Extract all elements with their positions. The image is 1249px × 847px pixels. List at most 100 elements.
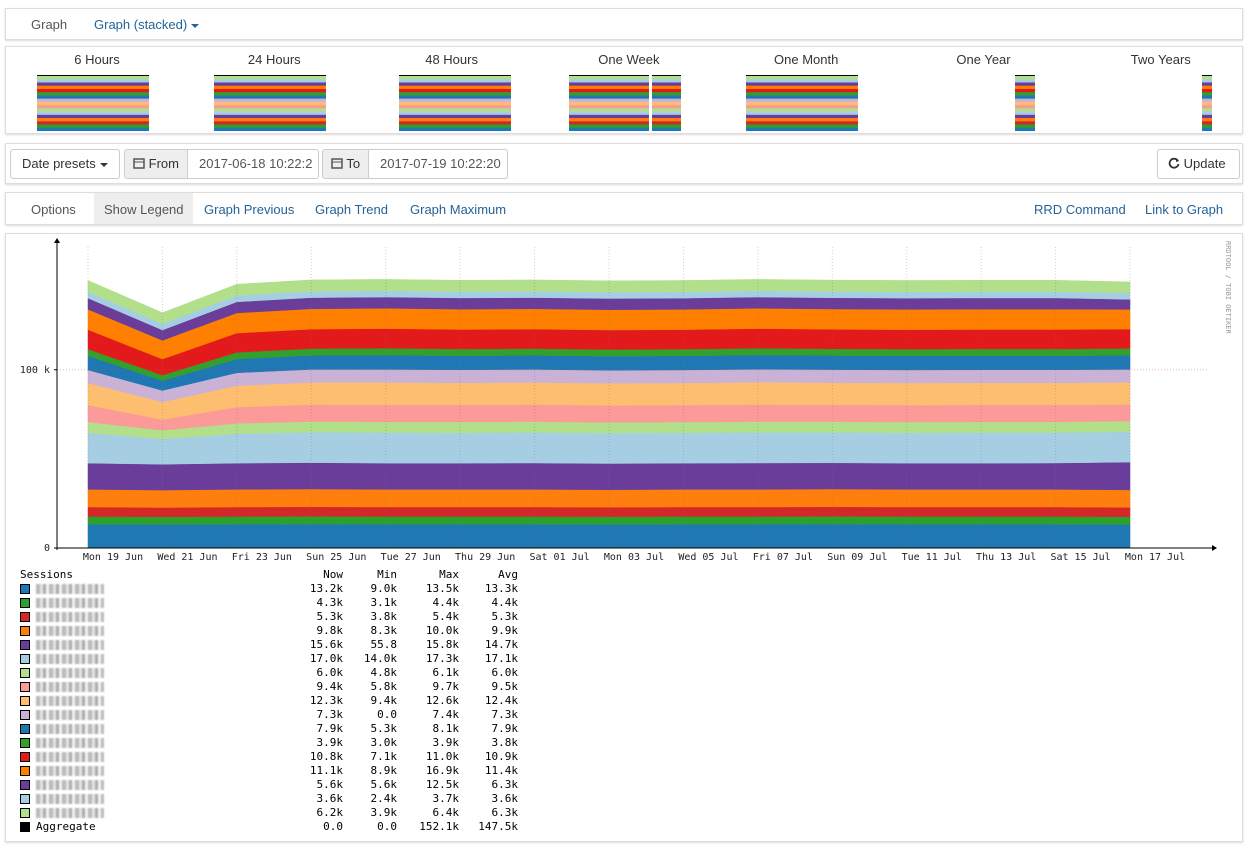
legend-cell: 13.3k [484, 582, 518, 595]
thumbnail-stripe [37, 118, 149, 122]
legend-cell: 12.3k [309, 694, 343, 707]
legend-cell: 147.5k [478, 820, 518, 833]
legend-cell: 3.6k [316, 792, 344, 805]
thumbnail-stripe [569, 118, 681, 122]
thumbnail-stripe [569, 111, 681, 116]
thumbnail-stripe [1202, 105, 1212, 109]
stacked-area [87, 279, 1131, 325]
thumbnail-stripe [37, 79, 149, 83]
legend-cell: 11.4k [484, 764, 518, 777]
thumbnail-stripe [569, 76, 681, 80]
legend-cell: 7.9k [491, 722, 519, 735]
legend-cell: 6.3k [491, 778, 519, 791]
x-tick-label: Sat 15 Jul [1050, 552, 1110, 563]
legend-cell: 8.9k [370, 764, 398, 777]
thumbnail-stripe [37, 98, 149, 103]
thumbnail-panel: 6 Hours 24 Hours 48 Hours One Week One Month… [5, 46, 1243, 134]
thumbnail-stripe [399, 82, 511, 87]
thumbnail-image [569, 74, 681, 131]
legend-cell: 5.6k [370, 778, 398, 791]
legend-cell: 12.6k [425, 694, 459, 707]
thumbnail-stripe [1015, 101, 1035, 106]
thumbnail-stripe [1015, 95, 1035, 100]
legend-cell: 15.8k [425, 638, 459, 651]
thumbnail-stripe [37, 82, 149, 87]
legend-cell: 3.8k [491, 736, 519, 749]
thumbnail-stripe [214, 111, 326, 116]
legend-cell: 8.1k [432, 722, 460, 735]
legend-cell: 0.0 [377, 708, 397, 721]
caret [99, 162, 108, 167]
thumbnail-stripe [746, 92, 858, 96]
legend-swatch [20, 640, 30, 650]
dropdown-label: Graph (stacked) [94, 17, 188, 32]
x-tick-label: Sun 09 Jul [827, 552, 887, 563]
graph-trend[interactable]: Graph Trend [315, 202, 388, 217]
thumbnail-stripe [37, 95, 149, 100]
legend-cell: 10.0k [425, 624, 459, 637]
legend-cell: 7.9k [316, 722, 344, 735]
thumbnail-stripe [1202, 92, 1212, 96]
date-presets-button[interactable]: Date presets [10, 149, 120, 179]
to-input[interactable]: 2017-07-19 10:22:20 [369, 149, 508, 179]
legend-cell: 6.4k [432, 806, 460, 819]
legend-cell: 5.4k [432, 610, 460, 623]
link-to-graph[interactable]: Link to Graph [1145, 202, 1224, 217]
legend-row: 9.4k 5.8k 9.7k 9.5k [0, 680, 600, 694]
thumbnail-stripe [214, 105, 326, 109]
legend-cell: 6.0k [491, 666, 519, 679]
legend-cell: 9.0k [370, 582, 398, 595]
thumbnail-stripe [569, 88, 681, 93]
update-button[interactable]: Update [1157, 149, 1240, 179]
legend-swatch [20, 738, 30, 748]
legend-row: 3.9k 3.0k 3.9k 3.8k [0, 736, 600, 750]
legend-cell: 152.1k [419, 820, 459, 833]
legend-swatch [20, 626, 30, 636]
legend-cell: 9.4k [370, 694, 398, 707]
redacted-name [36, 598, 104, 608]
show-legend[interactable]: Show Legend [104, 202, 184, 217]
stacked-area [87, 488, 1131, 508]
legend-cell: 4.4k [491, 596, 519, 609]
rrd-command[interactable]: RRD Command [1034, 202, 1126, 217]
caret [191, 23, 200, 28]
thumbnail-image [1202, 75, 1212, 131]
legend-swatch [20, 696, 30, 706]
thumbnail-stripe [746, 121, 858, 126]
legend-cell: 10.8k [309, 750, 343, 763]
graph-maximum[interactable]: Graph Maximum [410, 202, 507, 217]
thumbnail-stripe [746, 127, 858, 131]
graph-type-dropdown[interactable]: Graph (stacked) [94, 17, 200, 32]
thumbnail-stripe [399, 98, 511, 103]
legend-swatch [20, 612, 30, 622]
thumbnail-stripe [569, 101, 681, 106]
chart: Mon 19 Jun Wed 21 Jun Fri 23 Jun Sun 25 Jun… [20, 238, 1232, 563]
thumbnail-stripe [214, 101, 326, 106]
thumbnail-stripe [1202, 98, 1212, 103]
thumbnail-stripe [746, 124, 858, 129]
legend-header: Sessions Now Min Max Avg [0, 568, 600, 582]
thumbnail-stripe [1015, 114, 1035, 119]
legend-cell: 6.3k [491, 806, 519, 819]
legend-cell: 6.2k [316, 806, 344, 819]
legend-row: 7.9k 5.3k 8.1k 7.9k [0, 722, 600, 736]
thumbnail-stripe [569, 108, 681, 113]
thumbnail-stripe [214, 118, 326, 122]
thumbnail-stripe [214, 95, 326, 100]
x-tick-label: Thu 13 Jul [976, 552, 1036, 563]
legend-swatch [20, 808, 30, 818]
thumbnail-stripe [746, 79, 858, 83]
thumbnail-stripe [1015, 79, 1035, 83]
redacted-name [36, 612, 104, 622]
refresh-icon [1168, 157, 1180, 169]
thumbnail-stripe [399, 118, 511, 122]
from-input[interactable]: 2017-06-18 10:22:2 [188, 149, 319, 179]
legend-row: 5.6k 5.6k 12.5k 6.3k [0, 778, 600, 792]
graph-previous[interactable]: Graph Previous [204, 202, 295, 217]
legend-swatch [20, 584, 30, 594]
thumbnail-stripe [1015, 105, 1035, 109]
thumbnail-label: 48 Hours [425, 52, 478, 67]
legend-cell: Avg [498, 568, 518, 581]
thumbnail-stripe [37, 121, 149, 126]
legend-cell: 4.3k [316, 596, 344, 609]
